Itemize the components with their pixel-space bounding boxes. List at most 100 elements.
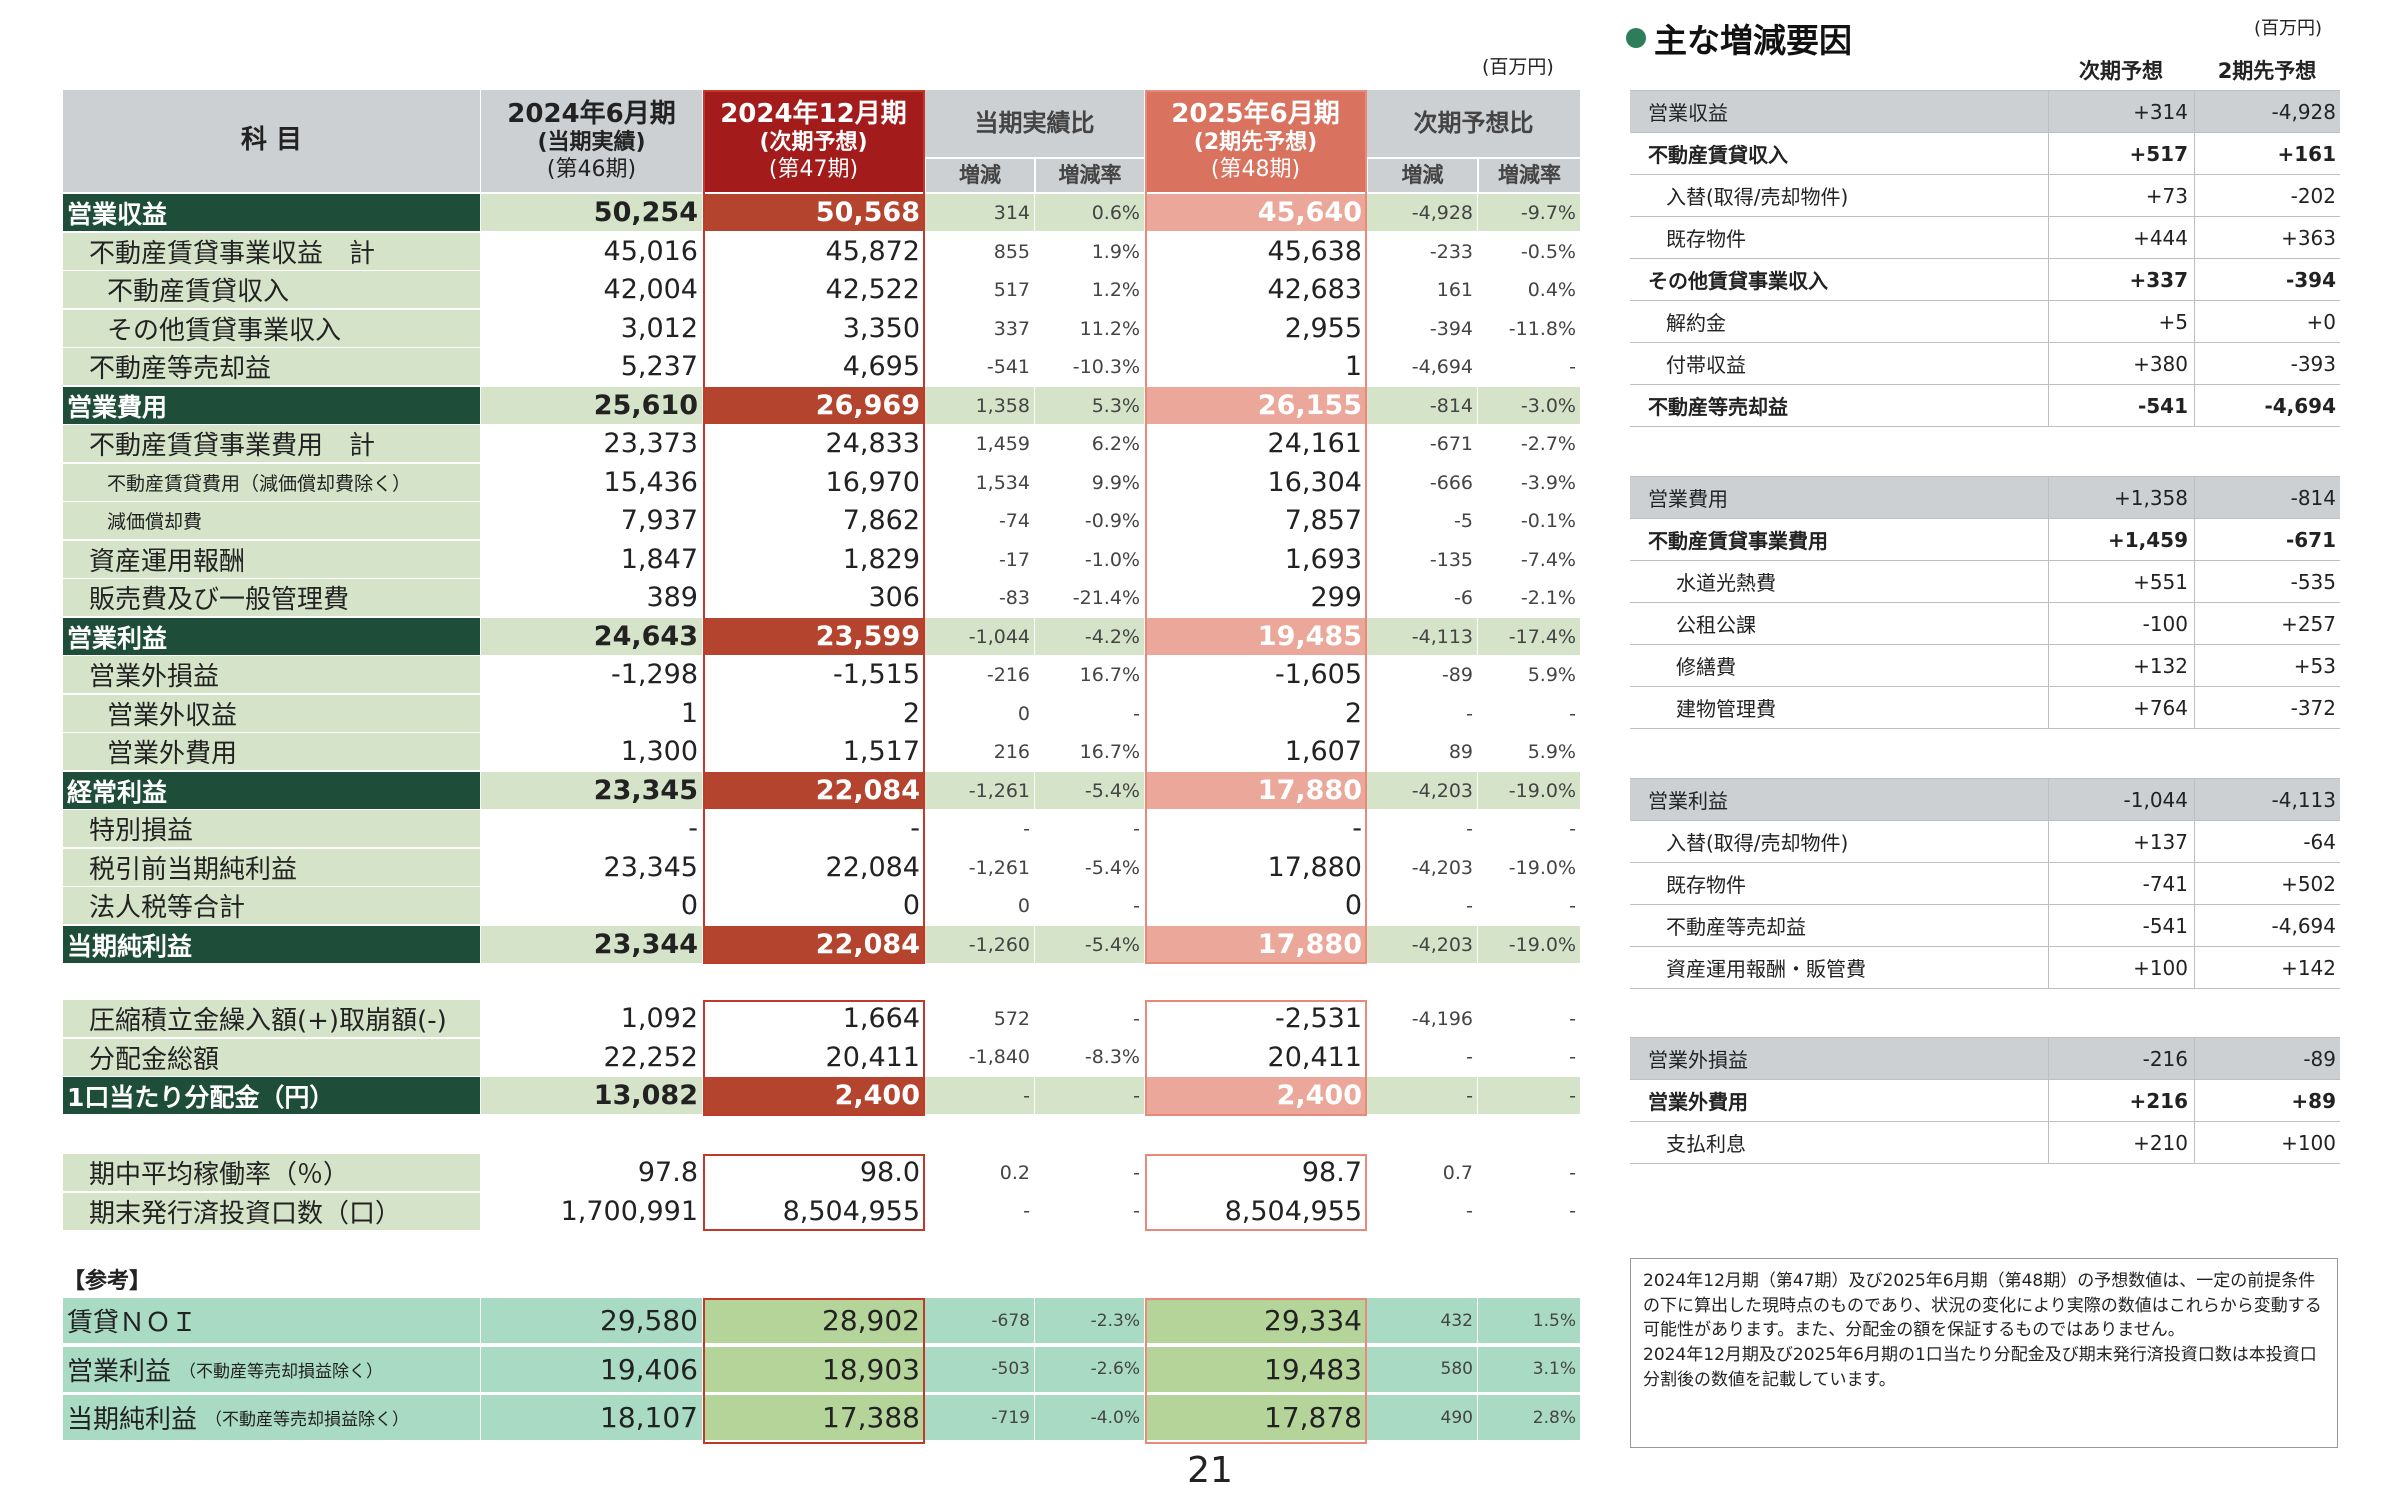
rows-r2: -11.8%	[1478, 310, 1581, 348]
ref_rows-v1: 18,107	[481, 1395, 703, 1441]
rows-v1: 7,937	[481, 502, 703, 540]
rows-label: 経常利益	[63, 772, 481, 810]
rows-v3: 17,880	[1145, 849, 1367, 887]
factor-row: 資産運用報酬・販管費 +100 +142	[1630, 947, 2340, 989]
header-2412-bg	[703, 90, 925, 193]
dist_rows-v1: 22,252	[481, 1038, 703, 1077]
ref_rows-d2: 490	[1367, 1395, 1478, 1441]
factor-row: 不動産賃貸事業費用 +1,459 -671	[1630, 519, 2340, 561]
kpi_rows-d2: -	[1367, 1192, 1478, 1231]
rows-v1: 1	[481, 695, 703, 733]
factor-two-value: -64	[2194, 821, 2340, 862]
rows-v1: 23,373	[481, 425, 703, 463]
rows-v3: 26,155	[1145, 387, 1367, 425]
factor-row: 既存物件 +444 +363	[1630, 217, 2340, 259]
factor-label: 営業利益	[1648, 789, 1728, 813]
rows-d1: -83	[925, 579, 1035, 617]
header-col-2024-06: 2024年6月期 (当期実績) (第46期)	[481, 90, 703, 193]
rows-r1: -5.4%	[1035, 849, 1145, 887]
factors-group-1: 営業収益 +314 -4,928 不動産賃貸収入 +517 +161 入替(取得/売却物件)…	[1630, 90, 2340, 427]
rows-v3: 2	[1145, 695, 1367, 733]
header-2506-bg	[1145, 90, 1367, 193]
header-subject: 科 目	[63, 90, 481, 193]
rows-v3: 45,638	[1145, 233, 1367, 271]
dist_rows-v1: 13,082	[481, 1077, 703, 1115]
rows-d2: -	[1367, 810, 1478, 848]
ref_rows-r1: -4.0%	[1035, 1395, 1145, 1441]
factor-two-value: +142	[2194, 947, 2340, 988]
factor-next-value: +764	[2048, 687, 2194, 728]
factor-two-value: +53	[2194, 645, 2340, 686]
header-group-next: 次期予想比	[1367, 90, 1581, 158]
header-col-2024-06-line-3: (第46期)	[546, 156, 637, 182]
dist_rows-v3: 20,411	[1145, 1038, 1367, 1077]
kpi_rows-v2: 8,504,955	[703, 1192, 925, 1231]
rows-d1: -541	[925, 348, 1035, 386]
factor-two-value: -4,113	[2194, 779, 2340, 820]
factor-two-value: +363	[2194, 217, 2340, 258]
rows-label: 減価償却費	[63, 502, 481, 540]
factor-row: 不動産等売却益 -541 -4,694	[1630, 905, 2340, 947]
dist_rows-r2: -	[1478, 1038, 1581, 1077]
rows-d2: -4,203	[1367, 926, 1478, 964]
rows-d2: -4,113	[1367, 618, 1478, 656]
rows-d1: 314	[925, 194, 1035, 232]
rows-d2: -135	[1367, 541, 1478, 579]
dist_rows-label: 1口当たり分配金（円）	[63, 1077, 481, 1115]
factor-two-value: +89	[2194, 1080, 2340, 1121]
factor-row: 営業費用 +1,358 -814	[1630, 477, 2340, 519]
factor-label: 不動産賃貸収入	[1648, 143, 1788, 167]
ref_rows-label: 当期純利益 （不動産等売却損益除く）	[63, 1395, 481, 1441]
factor-two-value: -671	[2194, 519, 2340, 560]
rows-r1: 0.6%	[1035, 194, 1145, 232]
factor-row: 入替(取得/売却物件) +137 -64	[1630, 821, 2340, 863]
rows-r1: -1.0%	[1035, 541, 1145, 579]
dist_rows-d1: -1,840	[925, 1038, 1035, 1077]
factor-next-value: -541	[2048, 905, 2194, 946]
ref_rows-r1: -2.3%	[1035, 1298, 1145, 1344]
ref_rows-d1: -719	[925, 1395, 1035, 1441]
rows-d2: -814	[1367, 387, 1478, 425]
ref_rows-r2: 2.8%	[1478, 1395, 1581, 1441]
kpi_rows-d1: -	[925, 1192, 1035, 1231]
page-number: 21	[1187, 1450, 1233, 1491]
header-col-2024-12-line-3: (第47期)	[768, 156, 859, 182]
rows-v1: 0	[481, 887, 703, 925]
rows-r2: -9.7%	[1478, 194, 1581, 232]
disclaimer-box: 2024年12月期（第47期）及び2025年6月期（第48期）の予想数値は、一定…	[1630, 1258, 2338, 1448]
rows-v1: 23,345	[481, 849, 703, 887]
dist_rows-label: 分配金総額	[63, 1038, 481, 1077]
ref_rows-r2: 3.1%	[1478, 1346, 1581, 1393]
rows-r1: 16.7%	[1035, 656, 1145, 694]
dist_rows-d2: -4,196	[1367, 1000, 1478, 1038]
rows-v2: 23,599	[703, 618, 925, 656]
rows-v1: 50,254	[481, 194, 703, 232]
rows-v3: 1,693	[1145, 541, 1367, 579]
rows-d1: 0	[925, 887, 1035, 925]
header-subject-bg	[63, 90, 481, 193]
factor-next-value: -541	[2048, 385, 2194, 426]
header-2406-bg	[481, 90, 703, 193]
ref_rows-r2: 1.5%	[1478, 1298, 1581, 1344]
factor-two-value: -393	[2194, 343, 2340, 384]
rows-d1: 517	[925, 271, 1035, 309]
dist_rows-v1: 1,092	[481, 1000, 703, 1038]
rows-r2: -0.5%	[1478, 233, 1581, 271]
rows-label: 資産運用報酬	[63, 541, 481, 579]
factor-label: 不動産賃貸事業費用	[1648, 529, 1828, 553]
dist_rows-v2: 2,400	[703, 1077, 925, 1115]
rows-v3: 7,857	[1145, 502, 1367, 540]
rows-r2: -19.0%	[1478, 849, 1581, 887]
kpi_rows-r2: -	[1478, 1154, 1581, 1192]
rows-d1: -17	[925, 541, 1035, 579]
factor-next-value: +73	[2048, 175, 2194, 216]
rows-label: 当期純利益	[63, 926, 481, 964]
ref_rows-v3: 17,878	[1145, 1395, 1367, 1441]
ref_rows-d2: 580	[1367, 1346, 1478, 1393]
header-col-2024-06-line-2: (当期実績)	[537, 130, 646, 156]
factors-unit: (百万円)	[2254, 18, 2323, 39]
bullet-dot-icon	[1626, 28, 1646, 48]
factor-label: 既存物件	[1666, 873, 1746, 897]
rows-r1: -0.9%	[1035, 502, 1145, 540]
factor-label: 水道光熱費	[1676, 571, 1776, 595]
